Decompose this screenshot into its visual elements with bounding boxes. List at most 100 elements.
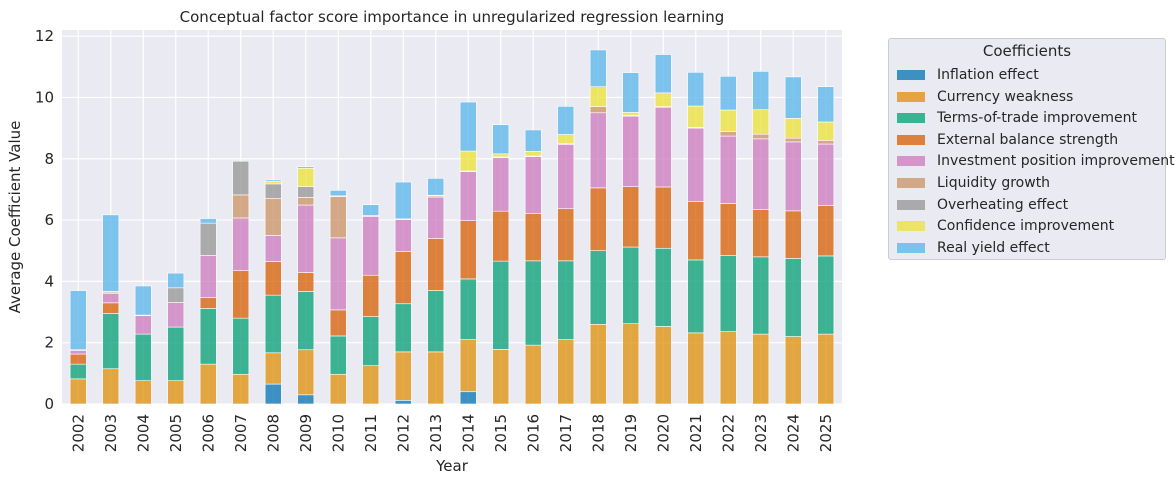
bar-segment bbox=[427, 196, 445, 239]
legend-item: Real yield effect bbox=[897, 238, 1050, 258]
bar-segment bbox=[264, 235, 282, 262]
bar-segment bbox=[102, 214, 120, 292]
bar-segment bbox=[134, 333, 152, 382]
bar-segment bbox=[492, 157, 510, 212]
y-tick-label: 4 bbox=[44, 272, 54, 290]
bar-segment bbox=[199, 222, 217, 256]
bar-segment bbox=[719, 131, 737, 137]
bar-segment bbox=[784, 117, 802, 139]
y-tick-label: 6 bbox=[44, 211, 54, 229]
bar-segment bbox=[459, 391, 477, 405]
legend-item: Terms-of-trade improvement bbox=[897, 108, 1137, 128]
bar-segment bbox=[492, 153, 510, 158]
legend-swatch bbox=[897, 242, 925, 253]
bar-segment bbox=[297, 394, 315, 405]
legend-item: Inflation effect bbox=[897, 65, 1039, 85]
bar-segment bbox=[199, 218, 217, 224]
bar-segment bbox=[752, 71, 770, 111]
bar-segment bbox=[817, 333, 835, 405]
legend-swatch bbox=[897, 113, 925, 124]
y-axis-ticks: 0 2 4 6 8 10 12 bbox=[35, 27, 54, 413]
bar-segment bbox=[524, 151, 542, 157]
bar-segment bbox=[362, 274, 380, 317]
bar-segment bbox=[69, 350, 87, 355]
bars bbox=[69, 49, 835, 405]
bar-segment bbox=[654, 247, 672, 327]
bar-segment bbox=[654, 326, 672, 405]
bar-segment bbox=[524, 344, 542, 405]
x-tick-label: 2011 bbox=[362, 414, 380, 452]
bar-segment bbox=[134, 315, 152, 335]
bar-segment bbox=[622, 186, 640, 248]
x-tick-label: 2010 bbox=[329, 414, 347, 452]
bar-segment bbox=[427, 238, 445, 291]
bar-segment bbox=[102, 293, 120, 304]
bar-segment bbox=[199, 297, 217, 309]
bar-segment bbox=[329, 237, 347, 311]
x-tick-label: 2016 bbox=[524, 414, 542, 452]
bar-segment bbox=[232, 194, 250, 219]
x-tick-label: 2002 bbox=[69, 414, 87, 452]
bar-segment bbox=[557, 339, 575, 405]
bar-segment bbox=[752, 133, 770, 140]
bar-segment bbox=[719, 255, 737, 332]
bar-segment bbox=[752, 209, 770, 258]
bar-segment bbox=[362, 204, 380, 216]
bar-segment bbox=[589, 86, 607, 107]
bar-segment bbox=[687, 72, 705, 107]
x-tick-label: 2019 bbox=[622, 414, 640, 452]
bar-segment bbox=[264, 294, 282, 354]
bar-segment bbox=[232, 160, 250, 196]
bar-segment bbox=[589, 106, 607, 114]
y-tick-label: 10 bbox=[35, 88, 54, 106]
x-tick-label: 2017 bbox=[557, 414, 575, 452]
bar-segment bbox=[719, 331, 737, 405]
bar-segment bbox=[297, 349, 315, 396]
bar-segment bbox=[459, 150, 477, 172]
bar-segment bbox=[719, 75, 737, 111]
bar-segment bbox=[524, 260, 542, 346]
bar-segment bbox=[297, 166, 315, 169]
bar-segment bbox=[752, 138, 770, 210]
bar-segment bbox=[329, 190, 347, 197]
bar-segment bbox=[264, 179, 282, 182]
bar-segment bbox=[394, 219, 412, 252]
bar-segment bbox=[167, 380, 185, 405]
x-tick-label: 2023 bbox=[752, 414, 770, 452]
bar-segment bbox=[69, 290, 87, 351]
bar-segment bbox=[69, 353, 87, 365]
bar-segment bbox=[297, 272, 315, 292]
legend-item: External balance strength bbox=[897, 130, 1118, 150]
bar-segment bbox=[394, 251, 412, 305]
y-tick-label: 0 bbox=[44, 395, 54, 413]
bar-segment bbox=[654, 186, 672, 249]
bar-segment bbox=[297, 197, 315, 206]
bar-segment bbox=[199, 308, 217, 365]
legend-label: Overheating effect bbox=[937, 196, 1069, 213]
x-tick-label: 2015 bbox=[492, 414, 510, 452]
bar-segment bbox=[394, 400, 412, 405]
bar-segment bbox=[752, 256, 770, 335]
legend-label: Inflation effect bbox=[937, 67, 1039, 83]
legend-title: Coefficients bbox=[982, 42, 1072, 60]
bar-segment bbox=[102, 302, 120, 314]
bar-segment bbox=[817, 143, 835, 206]
x-tick-label: 2024 bbox=[784, 414, 802, 452]
y-tick-label: 2 bbox=[44, 334, 54, 352]
bar-segment bbox=[297, 291, 315, 351]
bar-segment bbox=[524, 213, 542, 262]
bar-segment bbox=[654, 106, 672, 188]
x-tick-label: 2005 bbox=[167, 414, 185, 452]
bar-segment bbox=[264, 183, 282, 199]
bar-segment bbox=[329, 196, 347, 239]
bar-segment bbox=[427, 351, 445, 405]
bar-segment bbox=[687, 127, 705, 202]
legend-swatch bbox=[897, 134, 925, 145]
bar-segment bbox=[394, 351, 412, 401]
bar-segment bbox=[687, 259, 705, 334]
bar-segment bbox=[199, 363, 217, 405]
bar-segment bbox=[167, 302, 185, 328]
y-axis-label: Average Coefficient Value bbox=[6, 121, 24, 314]
